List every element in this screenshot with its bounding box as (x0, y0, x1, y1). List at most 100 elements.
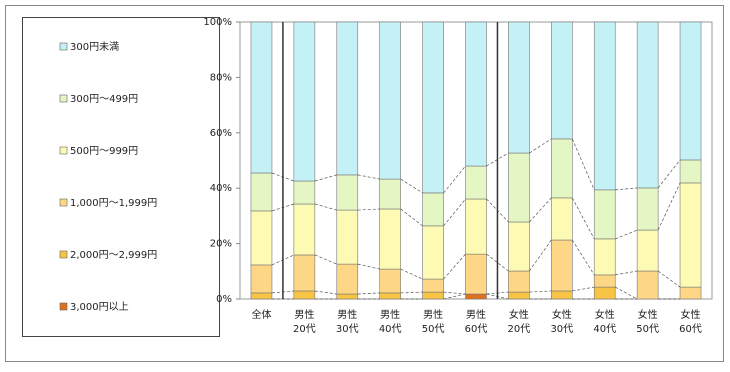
bar-segment (293, 203, 316, 256)
bar-segment (293, 180, 316, 205)
legend-swatch (59, 198, 68, 207)
bar-segment (336, 263, 359, 295)
bar-segment (250, 292, 273, 300)
connector-line (443, 198, 466, 227)
x-tick-label: 30代 (336, 323, 359, 335)
bar-segment (508, 152, 530, 223)
connector-line (615, 187, 638, 191)
bar-segment (336, 21, 359, 176)
legend-swatch (59, 42, 68, 51)
bar-segment (250, 21, 273, 174)
connector-line (314, 174, 337, 182)
legend-box (22, 17, 220, 337)
bar-segment (293, 290, 316, 300)
y-tick-label: 40% (210, 183, 232, 194)
bar-segment (551, 21, 573, 140)
connector-line (400, 291, 423, 294)
connector-line (314, 254, 337, 265)
bar-segment (422, 192, 444, 227)
connector-line (572, 239, 595, 276)
bar-segment (551, 290, 573, 300)
bar-segment (293, 21, 316, 182)
y-tick-label: 60% (210, 128, 232, 139)
bar-segment (379, 208, 401, 270)
legend-label: 300円～499円 (70, 94, 138, 105)
connector-line (615, 286, 638, 300)
x-tick-label: 男性 (466, 308, 486, 321)
bar-segment (465, 253, 487, 295)
connector-line (657, 270, 681, 288)
x-tick-label: 男性 (423, 308, 443, 321)
y-tick-label: 80% (210, 72, 232, 83)
bar-segment (679, 159, 702, 184)
bar-segment (422, 225, 444, 280)
bar-segment (508, 21, 530, 154)
connector-line (443, 293, 466, 300)
connector-line (314, 290, 337, 295)
connector-line (314, 203, 337, 211)
x-tick-label: 女性 (552, 308, 572, 321)
bar-segment (679, 21, 702, 161)
legend-label: 500円～999円 (70, 146, 138, 157)
connector-line (400, 178, 423, 194)
bar-segment (293, 254, 316, 292)
x-tick-label: 女性 (638, 308, 658, 321)
x-tick-label: 50代 (422, 323, 445, 335)
legend-label: 300円未満 (70, 41, 119, 53)
bar-segment (422, 278, 444, 293)
legend-swatch (59, 146, 68, 155)
legend-label: 3,000円以上 (70, 301, 129, 313)
bar-segment (551, 138, 573, 199)
connector-line (657, 182, 681, 231)
connector-line (571, 138, 595, 191)
bar-segment (379, 21, 401, 180)
bar-segment (336, 174, 359, 211)
x-tick-label: 60代 (679, 323, 702, 335)
bar-segment (593, 238, 616, 276)
bar-segment (636, 21, 659, 189)
x-tick-label: 男性 (380, 308, 400, 321)
x-tick-label: 全体 (251, 308, 271, 321)
legend-label: 2,000円～2,999円 (70, 250, 157, 261)
connector-line (572, 197, 595, 240)
x-tick-label: 女性 (509, 308, 529, 321)
bar-segment (336, 293, 359, 300)
bar-segment (379, 178, 401, 210)
connector-line (615, 229, 638, 240)
connector-line (357, 174, 380, 180)
bar-segment (551, 197, 573, 241)
bar-segment (679, 182, 702, 288)
connector-line (572, 286, 595, 292)
bar-segment (551, 239, 573, 292)
y-tick-label: 100% (203, 17, 232, 28)
bar-segment (636, 187, 659, 231)
bar-segment (465, 293, 487, 300)
x-tick-label: 60代 (465, 323, 488, 335)
x-tick-label: 女性 (681, 308, 701, 321)
connector-line (615, 270, 638, 276)
bar-segment (465, 21, 487, 167)
bar-segment (250, 210, 273, 266)
connector-line (529, 197, 552, 223)
bar-segment (593, 274, 616, 288)
connector-line (357, 208, 380, 211)
connector-line (657, 159, 681, 189)
bar-segment (636, 270, 659, 300)
connector-line (400, 268, 423, 280)
connector-line (529, 239, 552, 272)
connector-line (529, 290, 552, 293)
connector-line (443, 253, 466, 280)
bar-segment (250, 172, 273, 212)
bar-segment (379, 268, 401, 294)
x-tick-label: 20代 (293, 323, 316, 335)
bar-segment (379, 292, 401, 300)
bar-segment (593, 286, 616, 300)
bar-segment (508, 221, 530, 272)
connector-line (529, 138, 552, 154)
bar-segment (508, 270, 530, 293)
connector-line (357, 263, 380, 270)
x-tick-label: 20代 (508, 323, 531, 335)
legend-swatch (59, 250, 68, 259)
legend-swatch (59, 94, 68, 103)
